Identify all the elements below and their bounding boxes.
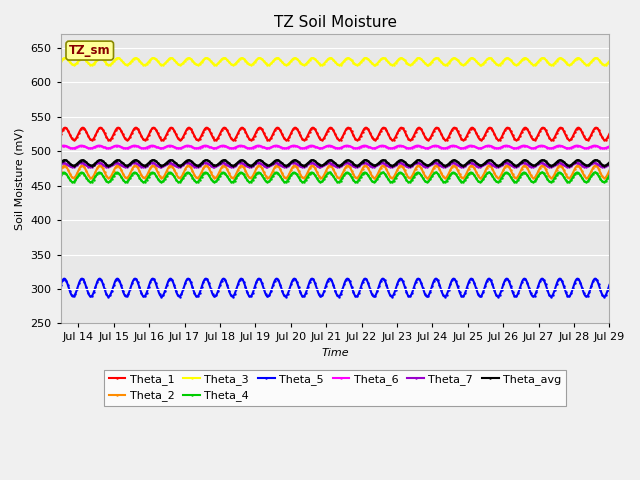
Text: TZ_sm: TZ_sm: [69, 44, 111, 57]
Title: TZ Soil Moisture: TZ Soil Moisture: [273, 15, 397, 30]
X-axis label: Time: Time: [321, 348, 349, 358]
Y-axis label: Soil Moisture (mV): Soil Moisture (mV): [15, 128, 25, 230]
Legend: Theta_1, Theta_2, Theta_3, Theta_4, Theta_5, Theta_6, Theta_7, Theta_avg: Theta_1, Theta_2, Theta_3, Theta_4, Thet…: [104, 370, 566, 406]
